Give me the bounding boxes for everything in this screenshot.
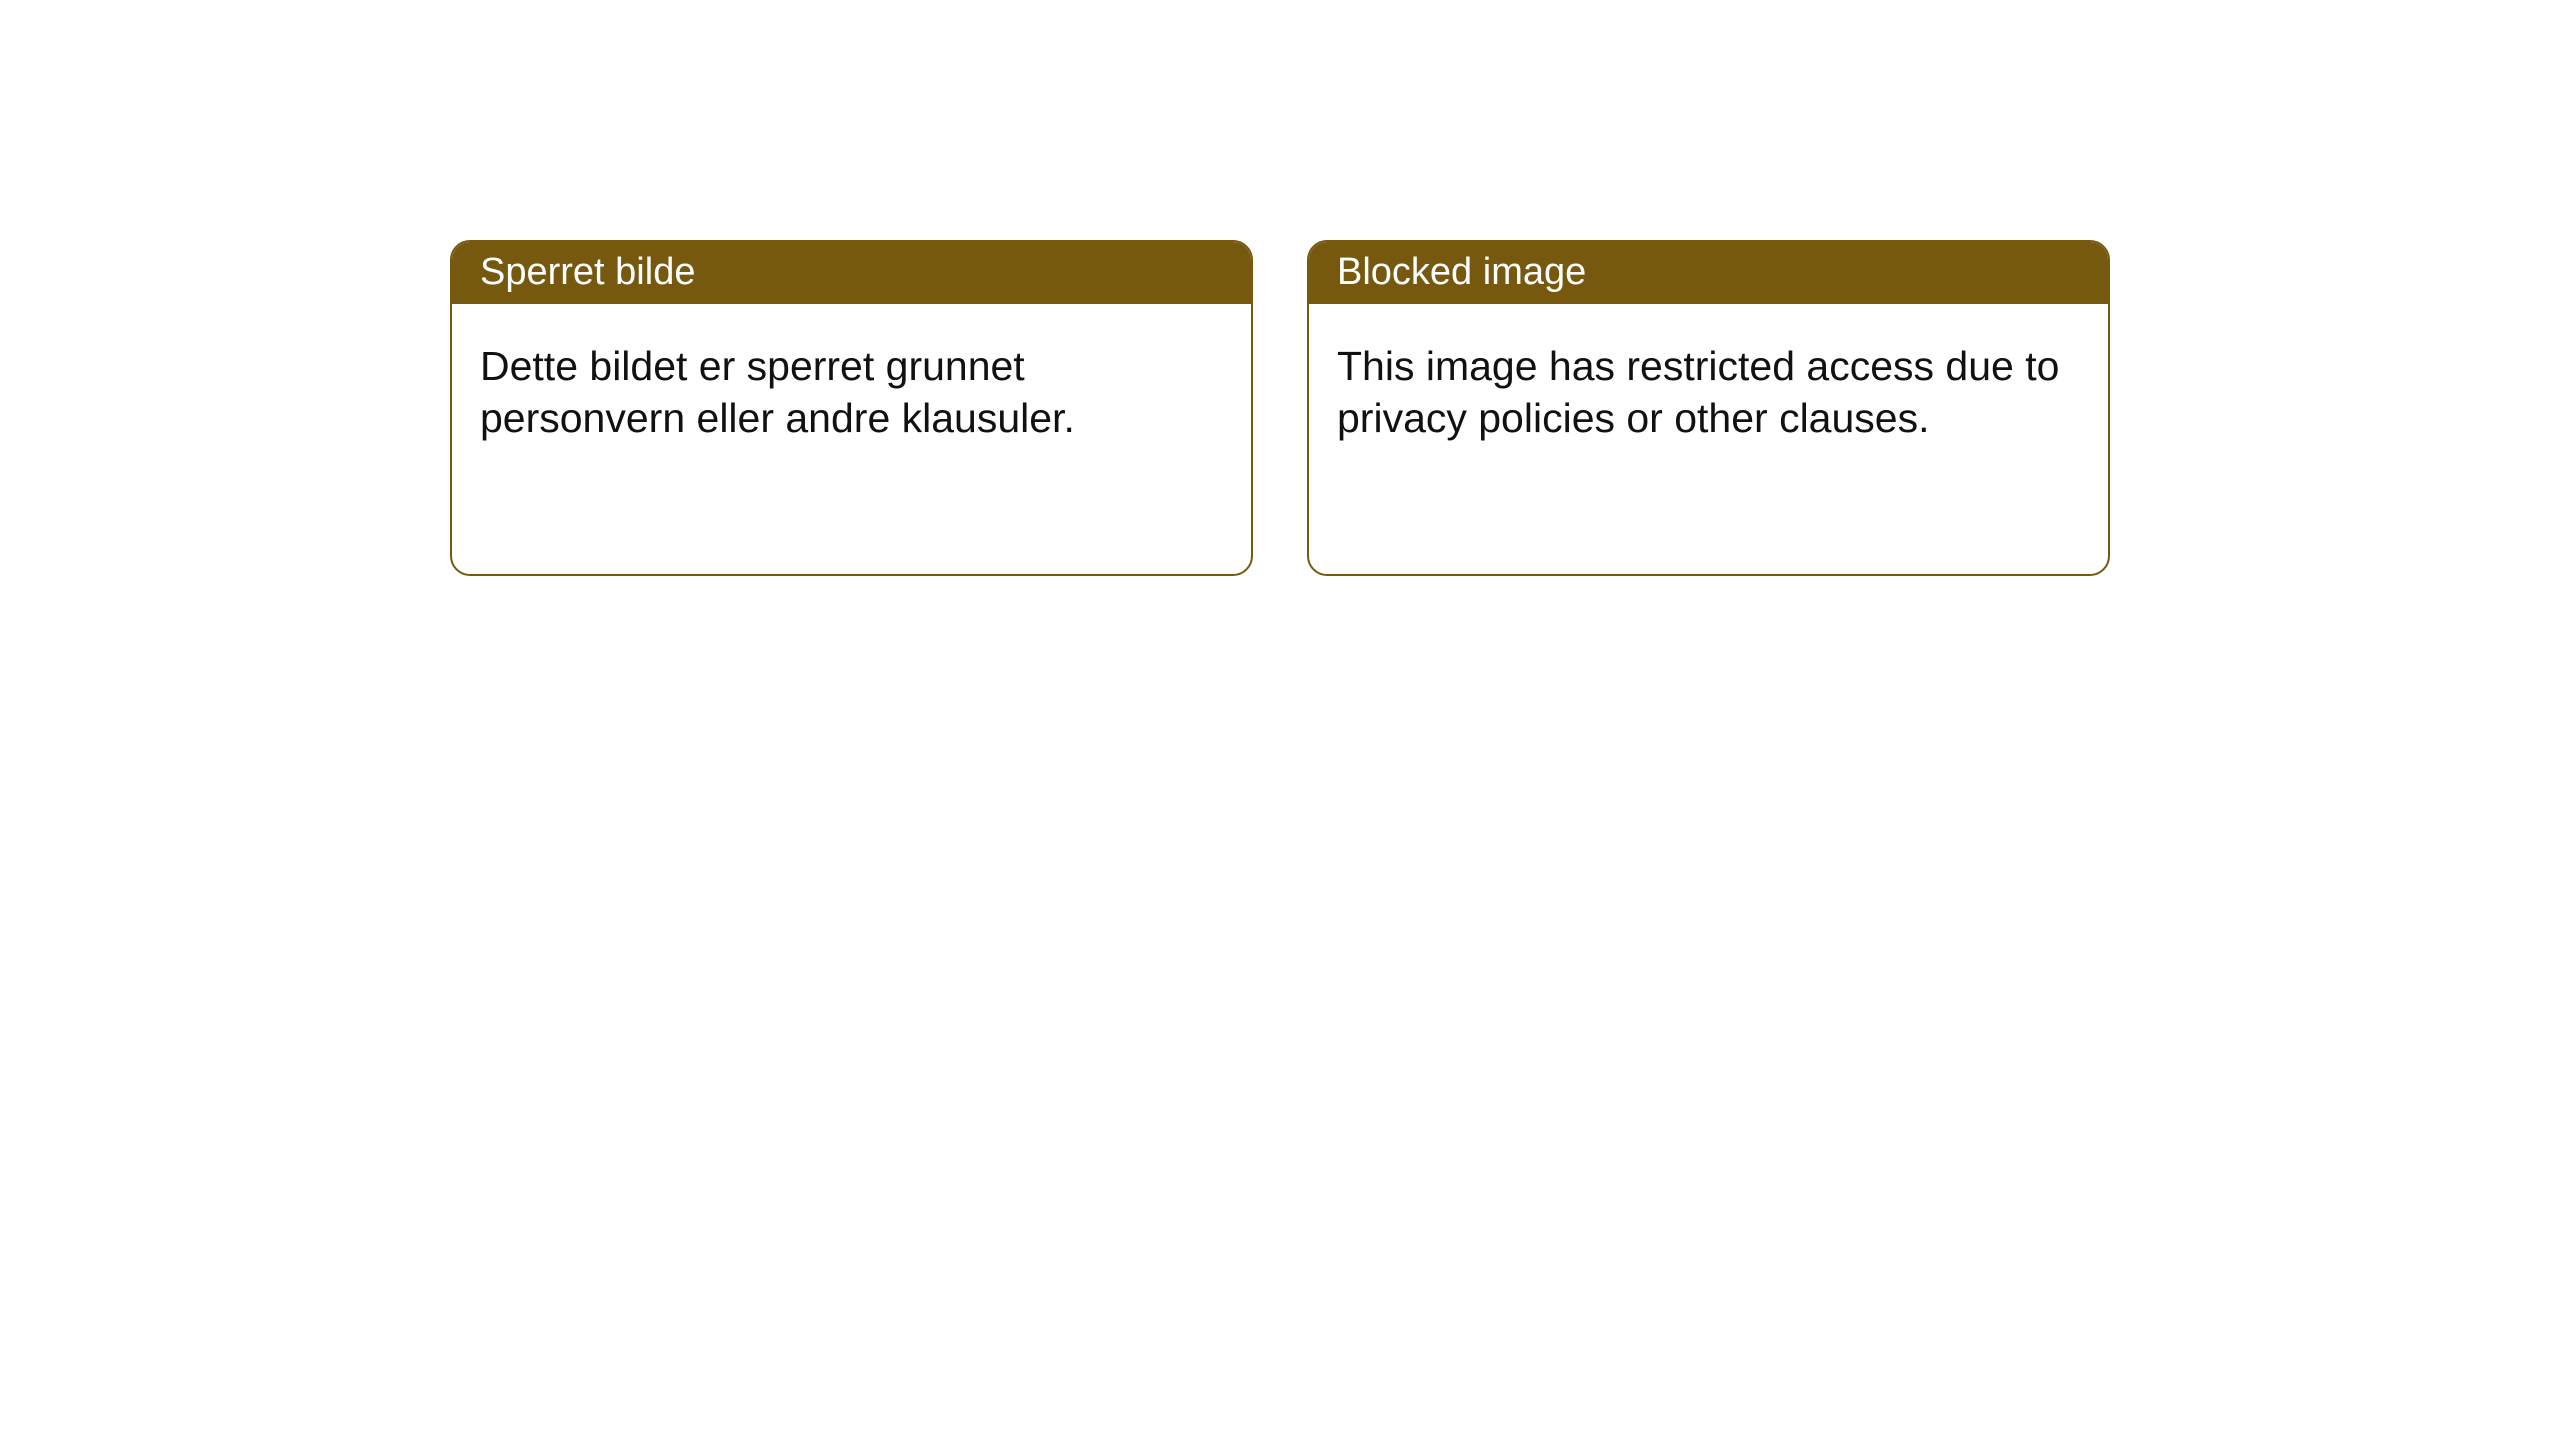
notice-body-no: Dette bildet er sperret grunnet personve… <box>452 304 1251 472</box>
notice-card-en: Blocked image This image has restricted … <box>1307 240 2110 576</box>
notice-container: Sperret bilde Dette bildet er sperret gr… <box>0 0 2560 576</box>
notice-card-no: Sperret bilde Dette bildet er sperret gr… <box>450 240 1253 576</box>
notice-title-en: Blocked image <box>1309 242 2108 304</box>
notice-title-no: Sperret bilde <box>452 242 1251 304</box>
notice-body-en: This image has restricted access due to … <box>1309 304 2108 472</box>
